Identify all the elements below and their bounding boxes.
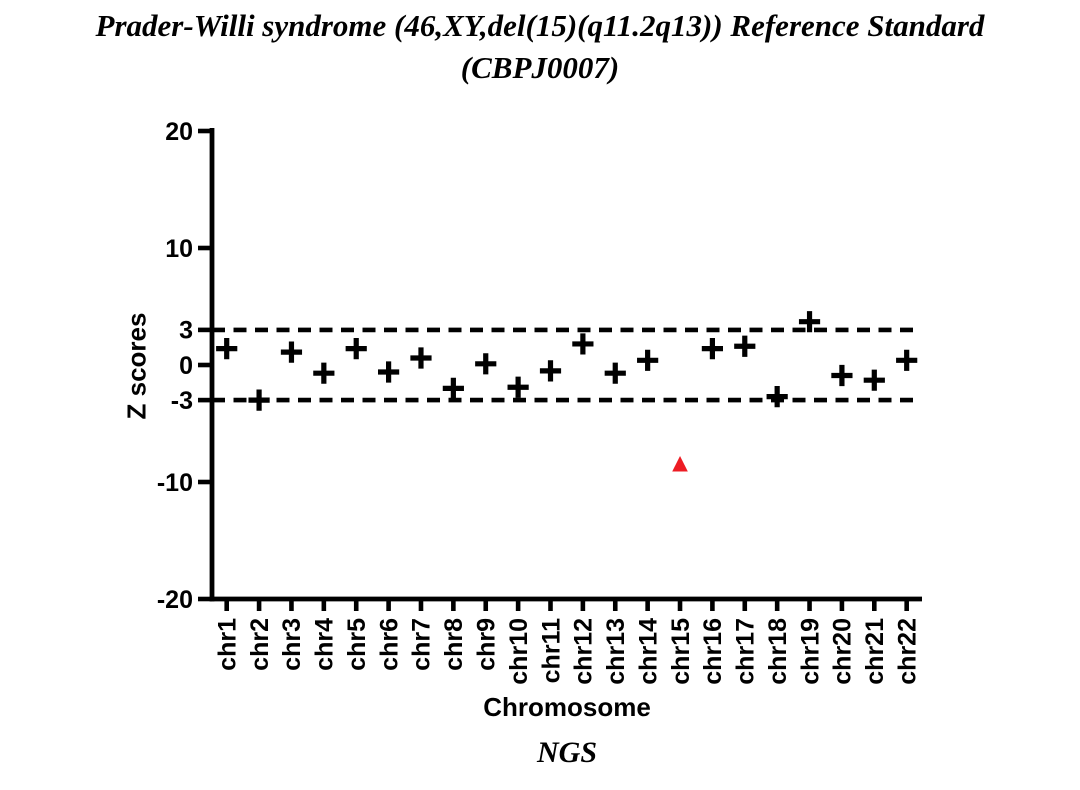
x-tick-label-chr19: chr19 <box>796 618 824 685</box>
y-tick-label: -10 <box>157 469 193 497</box>
data-point-chr18 <box>766 385 788 408</box>
data-point-chr13 <box>604 362 626 384</box>
x-tick-label-chr10: chr10 <box>505 618 533 685</box>
chart-subtitle: (CBPJ0007) <box>460 50 620 85</box>
x-tick-label-chr4: chr4 <box>311 618 339 671</box>
outlier-marker-chr15 <box>672 455 688 472</box>
x-tick-label-chr17: chr17 <box>732 618 760 685</box>
y-tick-label: 3 <box>179 317 193 345</box>
x-axis-title: Chromosome <box>483 692 651 722</box>
data-point-chr10 <box>507 376 529 398</box>
data-point-chr2 <box>248 389 270 411</box>
data-point-chr4 <box>313 362 335 384</box>
data-point-chr14 <box>637 349 659 371</box>
x-tick-label-chr20: chr20 <box>829 618 857 685</box>
data-point-chr8 <box>442 377 464 399</box>
series-label: NGS <box>536 736 597 769</box>
data-point-chr17 <box>734 335 756 357</box>
data-point-chr19 <box>798 311 821 333</box>
x-tick-label-chr3: chr3 <box>278 618 306 671</box>
x-tick-label-chr8: chr8 <box>440 618 468 671</box>
x-tick-label-chr12: chr12 <box>570 618 598 685</box>
x-tick-label-chr7: chr7 <box>408 618 436 671</box>
data-point-chr16 <box>701 338 723 360</box>
x-tick-label-chr16: chr16 <box>699 618 727 685</box>
x-tick-label-chr9: chr9 <box>472 618 500 671</box>
data-point-chr5 <box>345 338 367 360</box>
chart-title: Prader-Willi syndrome (46,XY,del(15)(q11… <box>95 8 985 43</box>
y-tick-label: -3 <box>171 387 193 415</box>
data-point-chr22 <box>896 349 918 371</box>
x-tick-label-chr5: chr5 <box>343 618 371 671</box>
x-tick-label-chr6: chr6 <box>375 618 403 671</box>
data-point-chr1 <box>216 338 238 360</box>
y-tick-label: 10 <box>165 235 193 263</box>
y-tick-label: 0 <box>179 352 193 380</box>
data-point-chr21 <box>863 369 885 391</box>
data-point-chr6 <box>378 361 400 383</box>
data-point-chr7 <box>410 347 432 369</box>
y-tick-label: -20 <box>157 586 193 614</box>
data-point-chr9 <box>475 353 497 375</box>
x-tick-label-chr15: chr15 <box>667 618 695 685</box>
x-tick-label-chr14: chr14 <box>634 618 662 685</box>
data-point-chr20 <box>831 364 853 387</box>
x-tick-label-chr2: chr2 <box>246 618 274 671</box>
x-tick-label-chr22: chr22 <box>893 618 921 685</box>
data-point-chr11 <box>539 360 562 382</box>
x-tick-label-chr21: chr21 <box>861 618 889 685</box>
data-point-chr3 <box>280 341 303 363</box>
x-tick-label-chr13: chr13 <box>602 618 630 685</box>
x-tick-label-chr1: chr1 <box>213 618 241 671</box>
x-tick-label-chr11: chr11 <box>537 618 565 683</box>
y-tick-label: 20 <box>165 118 193 146</box>
x-tick-label-chr18: chr18 <box>764 618 792 685</box>
data-point-chr12 <box>572 333 594 355</box>
